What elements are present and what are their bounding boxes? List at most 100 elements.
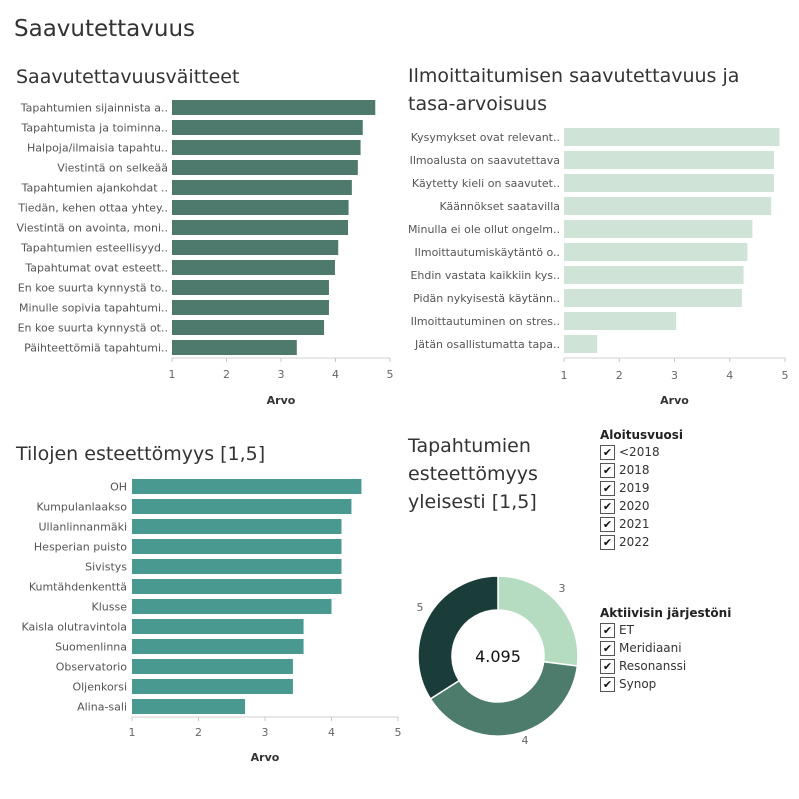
checkbox[interactable]: ✔ (600, 676, 615, 692)
filter-option-label: 2021 (619, 517, 650, 531)
bar-1-7 (564, 289, 742, 307)
chart-title-general: Tapahtumien esteettömyys yleisesti [1,5] (408, 435, 538, 513)
checkbox[interactable]: ✔ (600, 480, 615, 496)
checkbox[interactable]: ✔ (600, 640, 615, 656)
x-tick-label: 4 (726, 369, 733, 382)
bar-label: Ilmoalusta on saavutettava (410, 154, 560, 167)
bar-1-2 (564, 174, 774, 192)
bar-label: Minulla ei ole ollut ongelm.. (408, 223, 560, 236)
filter-title: Aloitusvuosi (600, 428, 684, 442)
bar-0-12 (172, 340, 297, 355)
filter-active-organization: Aktiivisin järjestöni ✔ ET ✔ Meridiaani ✔ Res… (600, 606, 731, 693)
bar-2-0 (132, 479, 362, 494)
checkbox[interactable]: ✔ (600, 622, 615, 638)
filter-option-label: <2018 (619, 445, 660, 459)
filter-option[interactable]: ✔ ET (600, 621, 731, 639)
x-tick-label: 5 (782, 369, 789, 382)
checkbox[interactable]: ✔ (600, 516, 615, 532)
filter-option[interactable]: ✔ 2021 (600, 515, 683, 533)
x-tick-label: 1 (169, 368, 176, 381)
bar-2-1 (132, 499, 352, 514)
bar-label: Kaisla olutravintola (21, 621, 127, 634)
bar-0-8 (172, 260, 335, 275)
bar-label: Tapahtumista ja toiminna.. (20, 122, 168, 135)
x-tick-label: 5 (395, 726, 402, 739)
bar-label: Pidän nykyisestä käytänn.. (413, 292, 560, 305)
bar-label: Kumpulanlaakso (37, 501, 128, 514)
chart-title-venues: Tilojen esteettömyys [1,5] (16, 443, 266, 465)
bar-2-10 (132, 679, 293, 694)
bar-label: Halpoja/ilmaisia tapahtu.. (27, 142, 168, 155)
bar-label: Käytetty kieli on saavutet.. (412, 177, 560, 190)
bar-label: Kysymykset ovat relevant.. (411, 131, 560, 144)
bar-label: En koe suurta kynnystä ot.. (18, 322, 168, 335)
bar-label: Tapahtumien esteellisyyd.. (20, 242, 168, 255)
checkbox[interactable]: ✔ (600, 658, 615, 674)
checkbox[interactable]: ✔ (600, 498, 615, 514)
bar-0-1 (172, 120, 363, 135)
bar-label: Observatorio (56, 661, 128, 674)
bar-label: Viestintä on selkeää (57, 162, 168, 175)
bar-label: Tiedän, kehen ottaa yhtey.. (17, 202, 168, 215)
bar-0-9 (172, 280, 329, 295)
filter-option-label: Resonanssi (619, 659, 687, 673)
bar-0-7 (172, 240, 339, 255)
filter-option-label: Meridiaani (619, 641, 682, 655)
bar-2-6 (132, 599, 332, 614)
bar-0-6 (172, 220, 349, 235)
bar-1-0 (564, 128, 780, 146)
bar-label: Ilmoittautuminen on stres.. (411, 315, 560, 328)
page-title: Saavutettavuus (14, 16, 196, 42)
filter-option-label: 2020 (619, 499, 650, 513)
bar-2-8 (132, 639, 304, 654)
bar-label: Jätän osallistumatta tapa.. (414, 338, 560, 351)
bar-0-2 (172, 140, 361, 155)
checkbox[interactable]: ✔ (600, 462, 615, 478)
bar-label: Ehdin vastata kaikkiin kys.. (410, 269, 560, 282)
bar-1-8 (564, 312, 677, 330)
bar-label: Viestintä on avointa, moni.. (17, 222, 168, 235)
x-tick-label: 2 (223, 368, 230, 381)
filter-option[interactable]: ✔ Synop (600, 675, 731, 693)
bar-1-4 (564, 220, 753, 238)
x-tick-label: 4 (328, 726, 335, 739)
filter-option[interactable]: ✔ <2018 (600, 443, 683, 461)
donut-slice-1 (429, 660, 579, 737)
filter-title: Aktiivisin järjestöni (600, 606, 732, 620)
bar-label: Ullanlinnanmäki (38, 521, 127, 534)
bar-0-10 (172, 300, 329, 315)
filter-option-label: Synop (619, 677, 657, 691)
checkbox[interactable]: ✔ (600, 534, 615, 550)
donut-slice-2 (417, 575, 499, 700)
bar-2-11 (132, 699, 246, 714)
x-tick-label: 3 (671, 369, 678, 382)
x-axis-title: Arvo (267, 394, 296, 407)
bar-2-9 (132, 659, 293, 674)
bar-0-0 (172, 100, 376, 115)
bar-2-2 (132, 519, 342, 534)
donut-center-value: 4.095 (475, 647, 521, 666)
filter-option-label: 2018 (619, 463, 650, 477)
bar-label: Käännökset saatavilla (439, 200, 560, 213)
x-axis-title: Arvo (251, 751, 280, 764)
x-tick-label: 2 (195, 726, 202, 739)
bar-label: Minulle sopivia tapahtumi.. (19, 302, 168, 315)
bar-0-11 (172, 320, 325, 335)
bar-label: Sivistys (85, 561, 127, 574)
filter-option[interactable]: ✔ 2022 (600, 533, 683, 551)
filter-option[interactable]: ✔ 2018 (600, 461, 683, 479)
x-axis-title: Arvo (660, 394, 689, 407)
bar-label: En koe suurta kynnystä to.. (18, 282, 168, 295)
filter-option[interactable]: ✔ Resonanssi (600, 657, 731, 675)
x-tick-label: 1 (129, 726, 136, 739)
filter-option[interactable]: ✔ 2019 (600, 479, 683, 497)
checkbox[interactable]: ✔ (600, 444, 615, 460)
donut-slice-label: 5 (417, 601, 424, 614)
filter-option[interactable]: ✔ 2020 (600, 497, 683, 515)
filter-option[interactable]: ✔ Meridiaani (600, 639, 731, 657)
x-tick-label: 3 (278, 368, 285, 381)
bar-1-5 (564, 243, 748, 261)
donut-slice-0 (497, 575, 579, 667)
bar-label: Klusse (92, 601, 128, 614)
